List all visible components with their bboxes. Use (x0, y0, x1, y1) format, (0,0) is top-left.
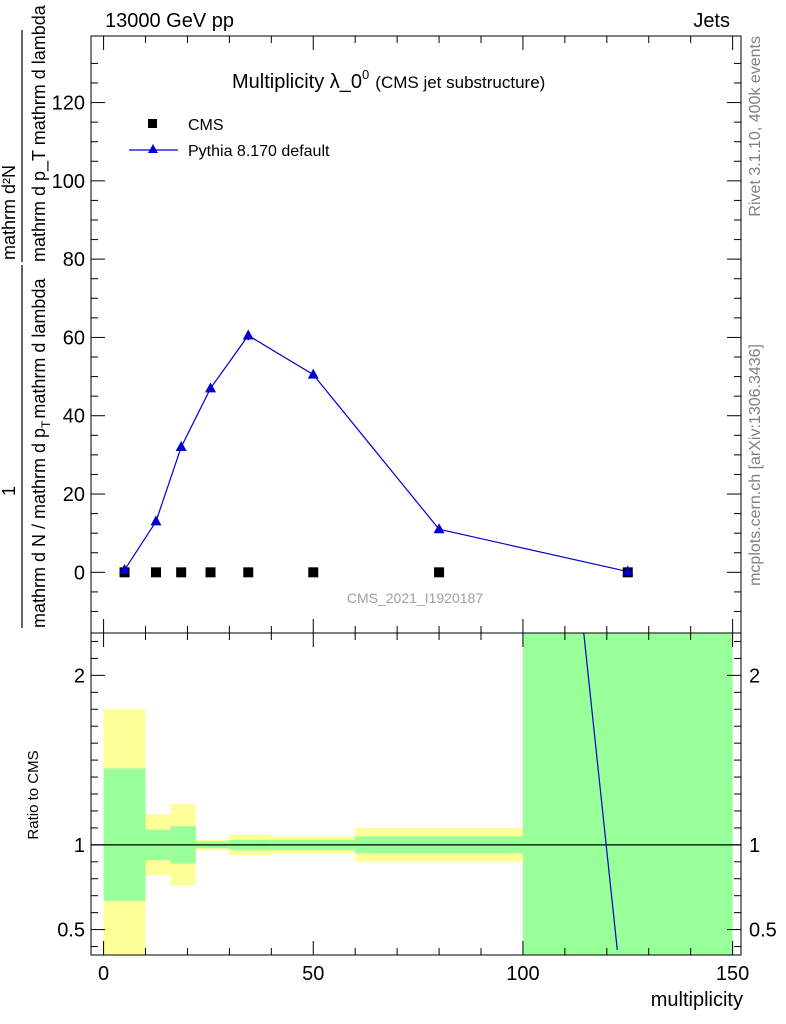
mc-point (175, 441, 187, 452)
ratio-ytick-label-left: 2 (74, 665, 85, 687)
ratio-mc-line (583, 632, 618, 950)
cms-point (243, 567, 254, 578)
ylabel-left-denominator: mathrm d N / mathrm d pTmathrm d lambda (29, 278, 53, 628)
cms-point (308, 567, 319, 578)
main-ylabel: mathrm d²N mathrm d p_T mathrm d lambda … (0, 4, 53, 628)
main-ytick-label: 120 (52, 93, 85, 115)
mc-point (433, 523, 445, 534)
chart-title-sup: 0 (362, 67, 369, 82)
ratio-ytick-label-right: 2 (749, 665, 760, 687)
chart-title: Multiplicity λ_00 (CMS jet substructure) (232, 67, 545, 93)
ylabel-denominator: mathrm d p_T mathrm d lambda (29, 4, 50, 262)
ratio-xtick-label: 0 (98, 963, 109, 985)
ratio-xlabel: multiplicity (651, 989, 743, 1011)
header-right: Jets (693, 10, 730, 32)
legend-cms-marker (148, 119, 157, 128)
mc-point (242, 329, 254, 340)
ratio-xtick-label: 100 (506, 963, 539, 985)
rivet-label: Rivet 3.1.10, 400k events (747, 36, 764, 217)
chart-title-main: Multiplicity λ_0 (232, 71, 362, 93)
cms-point (176, 567, 187, 578)
ylabel-left-sub: T (39, 420, 53, 428)
ylabel-one: 1 (0, 486, 19, 496)
main-ytick-label: 0 (74, 562, 85, 584)
mc-point (205, 382, 217, 393)
mcplots-label: mcplots.cern.ch [arXiv:1306.3436] (747, 344, 764, 586)
cms-point (151, 567, 161, 578)
legend-mc-marker (148, 144, 158, 153)
ratio-xtick-label: 50 (302, 963, 324, 985)
ratio-bands (103, 633, 733, 955)
ylabel-left-part2: mathrm d lambda (29, 278, 49, 419)
mc-series-line (124, 334, 628, 573)
ratio-ytick-label-left: 0.5 (57, 920, 85, 942)
ratio-panel: 0.5 0.5 1 1 2 2 0 50 100 150 Ratio to CMS multipl… (25, 632, 777, 1011)
mc-point (150, 515, 162, 526)
analysis-watermark: CMS_2021_I1920187 (347, 590, 483, 606)
ratio-marks (91, 632, 741, 950)
legend: CMS Pythia 8.170 default (129, 117, 330, 160)
main-ytick-label: 80 (63, 249, 85, 271)
mc-point (119, 563, 131, 574)
main-ytick-label: 40 (63, 406, 85, 428)
mc-point (622, 565, 634, 576)
ratio-frame (90, 632, 742, 956)
cms-point (434, 567, 445, 578)
ratio-xtick-label: 150 (716, 963, 749, 985)
ratio-axes-ticks: 0.5 0.5 1 1 2 2 0 50 100 150 (57, 633, 777, 985)
ratio-ytick-label-left: 1 (74, 835, 85, 857)
legend-cms-label: CMS (188, 117, 224, 134)
ratio-band-inner (522, 633, 733, 955)
ratio-band-inner (103, 768, 146, 901)
ratio-ylabel: Ratio to CMS (25, 750, 42, 839)
main-ytick-label: 20 (63, 484, 85, 506)
ratio-ytick-label-right: 0.5 (749, 920, 777, 942)
main-data-marks (119, 329, 634, 578)
ratio-ytick-label-right: 1 (749, 835, 760, 857)
chart-title-paren: (CMS jet substructure) (375, 73, 545, 92)
ylabel-numerator: mathrm d²N (0, 165, 19, 260)
ylabel-left-part1: mathrm d N / mathrm d p (29, 428, 49, 628)
main-axes-ticks: 0 20 40 60 80 100 120 (52, 36, 741, 633)
main-ytick-label: 60 (63, 327, 85, 349)
header-left: 13000 GeV pp (105, 10, 234, 32)
legend-mc-label: Pythia 8.170 default (188, 143, 330, 160)
main-ytick-label: 100 (52, 171, 85, 193)
mc-point (307, 368, 319, 379)
cms-point (205, 567, 216, 578)
